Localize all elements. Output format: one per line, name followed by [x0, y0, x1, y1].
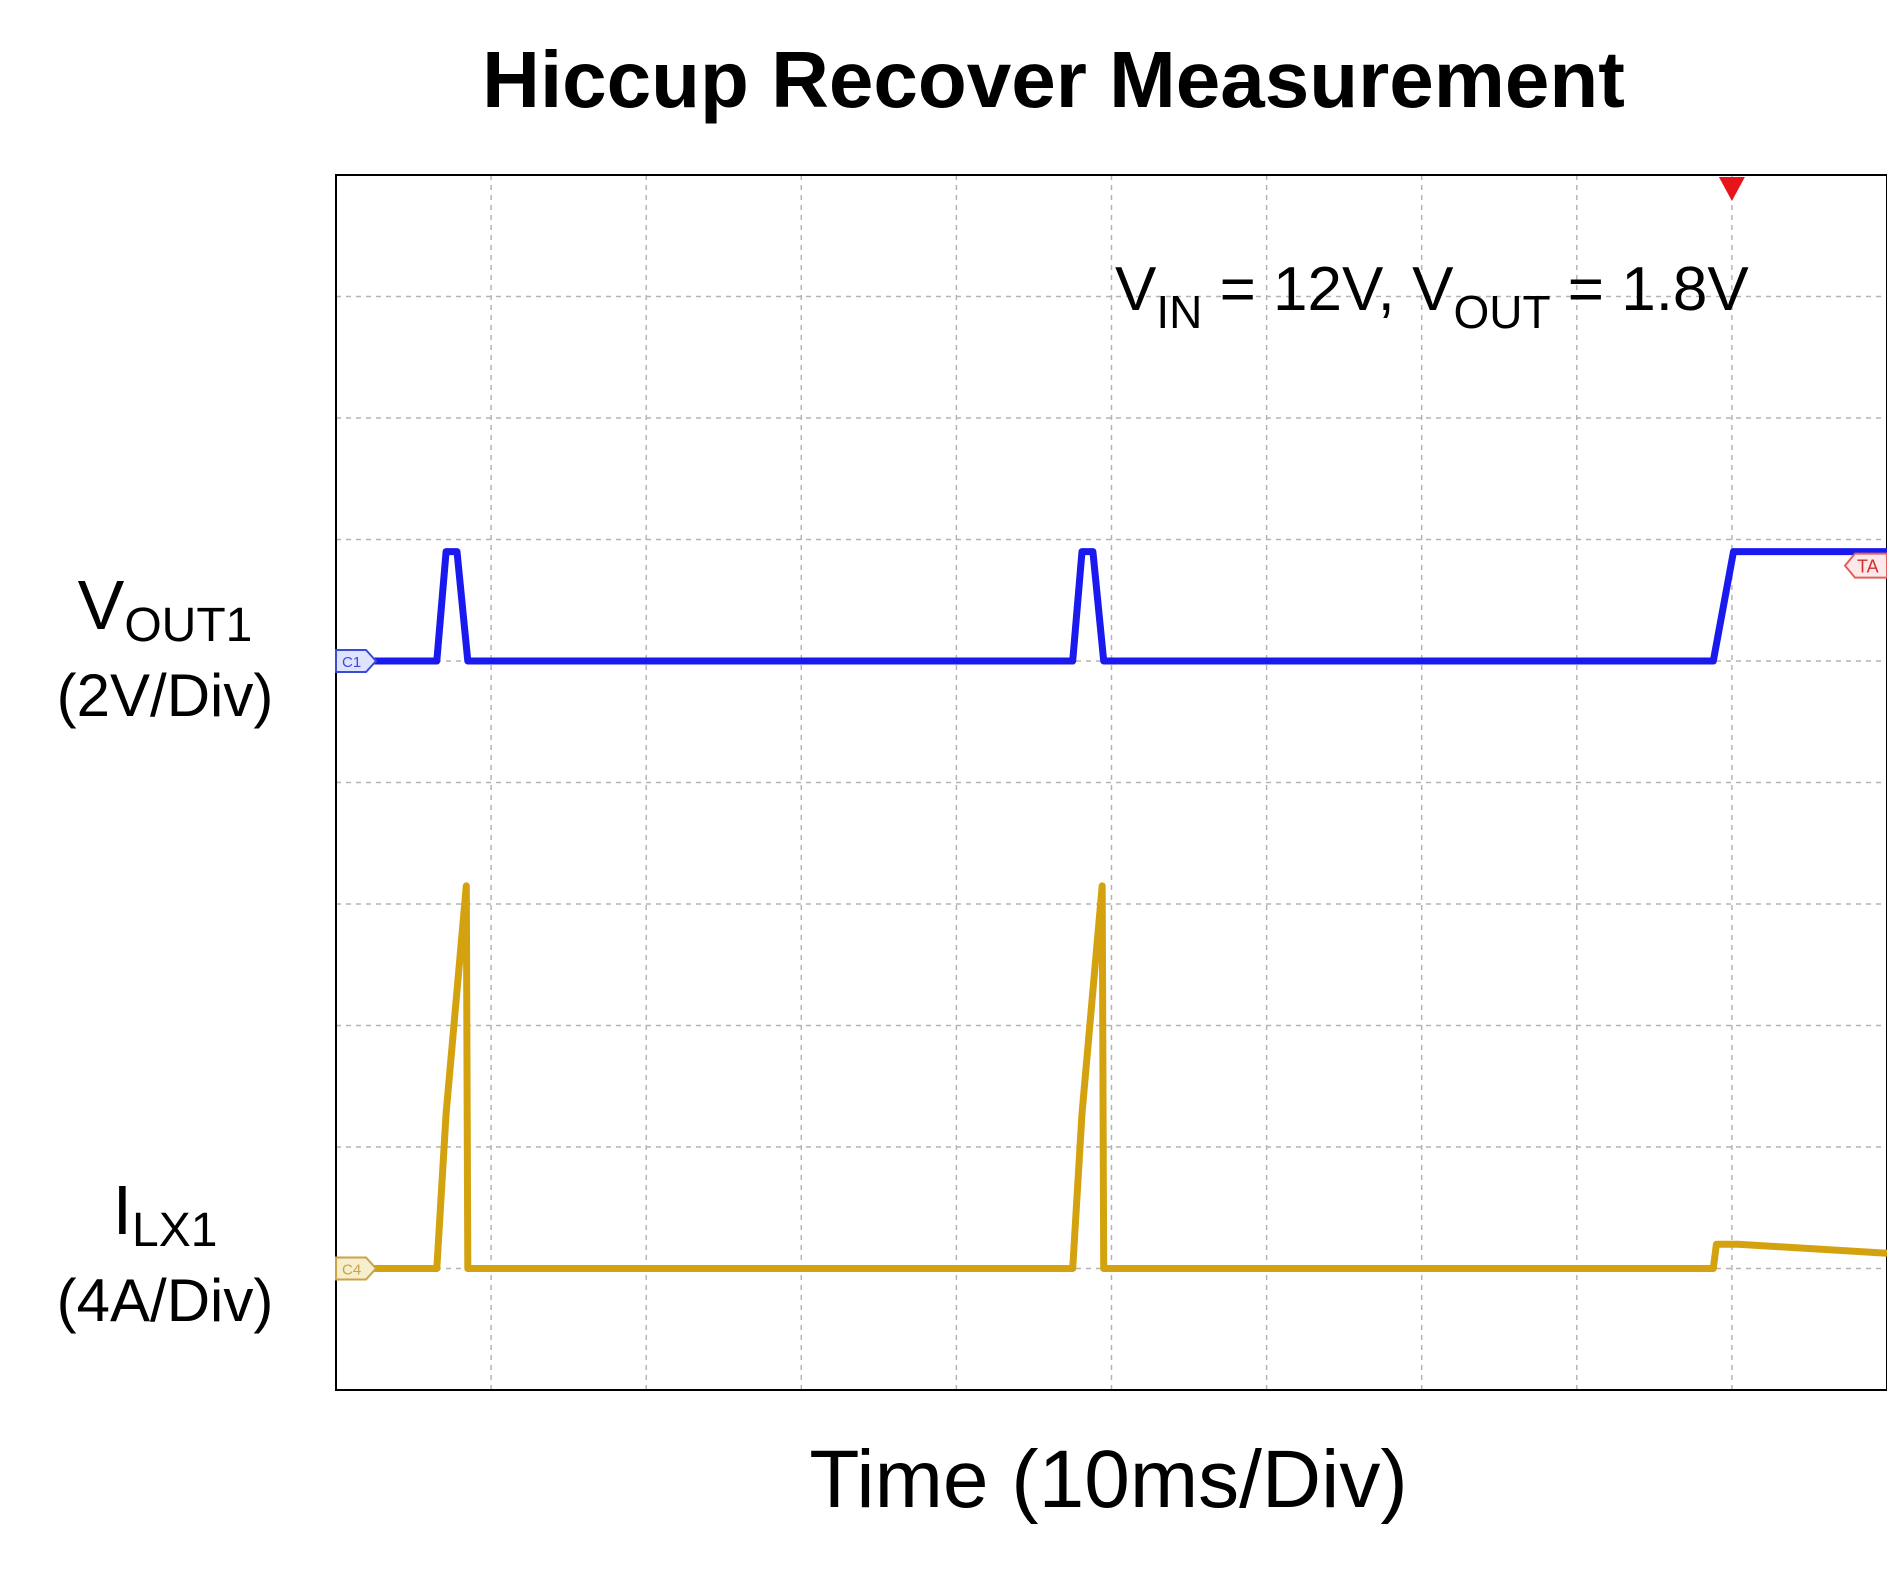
- chart-title: Hiccup Recover Measurement: [482, 35, 1625, 124]
- ilx1-channel-label: ILX1 (4A/Div): [0, 1175, 330, 1336]
- ch2-marker: [335, 1256, 378, 1281]
- ilx1-trace: [336, 882, 1887, 1272]
- test-condition-annotation: VIN = 12V, VOUT = 1.8V: [1115, 255, 1749, 338]
- trigger-level-marker: [1843, 552, 1887, 579]
- vout1-symbol: V: [77, 566, 125, 644]
- vout-subscript: OUT: [1453, 286, 1550, 338]
- ch1-marker-label: C1: [342, 654, 361, 671]
- ch2-marker-label: C4: [342, 1262, 361, 1279]
- ch1-marker: [335, 649, 378, 673]
- grid: [336, 175, 1887, 1390]
- x-axis-label: Time (10ms/Div): [809, 1434, 1408, 1525]
- vout-symbol: V: [1412, 255, 1454, 324]
- vout1-trace: [336, 548, 1887, 665]
- vout-value: = 1.8V: [1551, 255, 1750, 324]
- trigger-level-label: TA: [1857, 557, 1879, 577]
- ilx1-subscript: LX1: [132, 1204, 218, 1257]
- vout1-scale: (2V/Div): [56, 662, 274, 729]
- vout1-channel-label: VOUT1 (2V/Div): [0, 570, 330, 731]
- trigger-position-marker: [1718, 177, 1745, 201]
- traces: [336, 548, 1887, 1272]
- vout1-subscript: OUT1: [124, 599, 253, 652]
- vin-symbol: V: [1115, 255, 1157, 324]
- markers: C1 C4 TA: [335, 177, 1887, 1281]
- ilx1-scale: (4A/Div): [56, 1267, 274, 1334]
- vin-subscript: IN: [1156, 286, 1202, 338]
- ilx1-symbol: I: [112, 1171, 133, 1249]
- vin-value: = 12V,: [1202, 255, 1412, 324]
- plot-frame: [335, 174, 1887, 1391]
